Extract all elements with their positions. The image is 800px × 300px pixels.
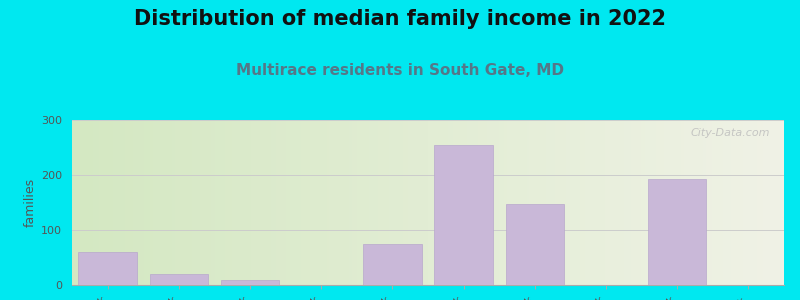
- Text: Multirace residents in South Gate, MD: Multirace residents in South Gate, MD: [236, 63, 564, 78]
- Y-axis label: families: families: [24, 178, 37, 227]
- Bar: [363, 244, 422, 285]
- Bar: [434, 145, 493, 285]
- Text: Distribution of median family income in 2022: Distribution of median family income in …: [134, 9, 666, 29]
- Bar: [506, 204, 564, 285]
- Bar: [78, 252, 137, 285]
- Bar: [150, 274, 208, 285]
- Bar: [221, 280, 279, 285]
- Bar: [648, 179, 706, 285]
- Text: City-Data.com: City-Data.com: [690, 128, 770, 138]
